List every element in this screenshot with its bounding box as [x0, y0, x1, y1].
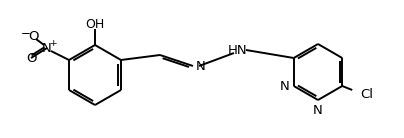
- Text: N: N: [313, 104, 323, 117]
- Text: O: O: [26, 51, 36, 64]
- Text: HN: HN: [228, 43, 248, 56]
- Text: N: N: [42, 42, 52, 55]
- Text: +: +: [49, 39, 57, 47]
- Text: OH: OH: [85, 18, 105, 30]
- Text: N: N: [280, 80, 290, 94]
- Text: O: O: [28, 30, 38, 43]
- Text: Cl: Cl: [360, 87, 373, 100]
- Text: N: N: [196, 60, 206, 74]
- Text: −: −: [21, 26, 31, 39]
